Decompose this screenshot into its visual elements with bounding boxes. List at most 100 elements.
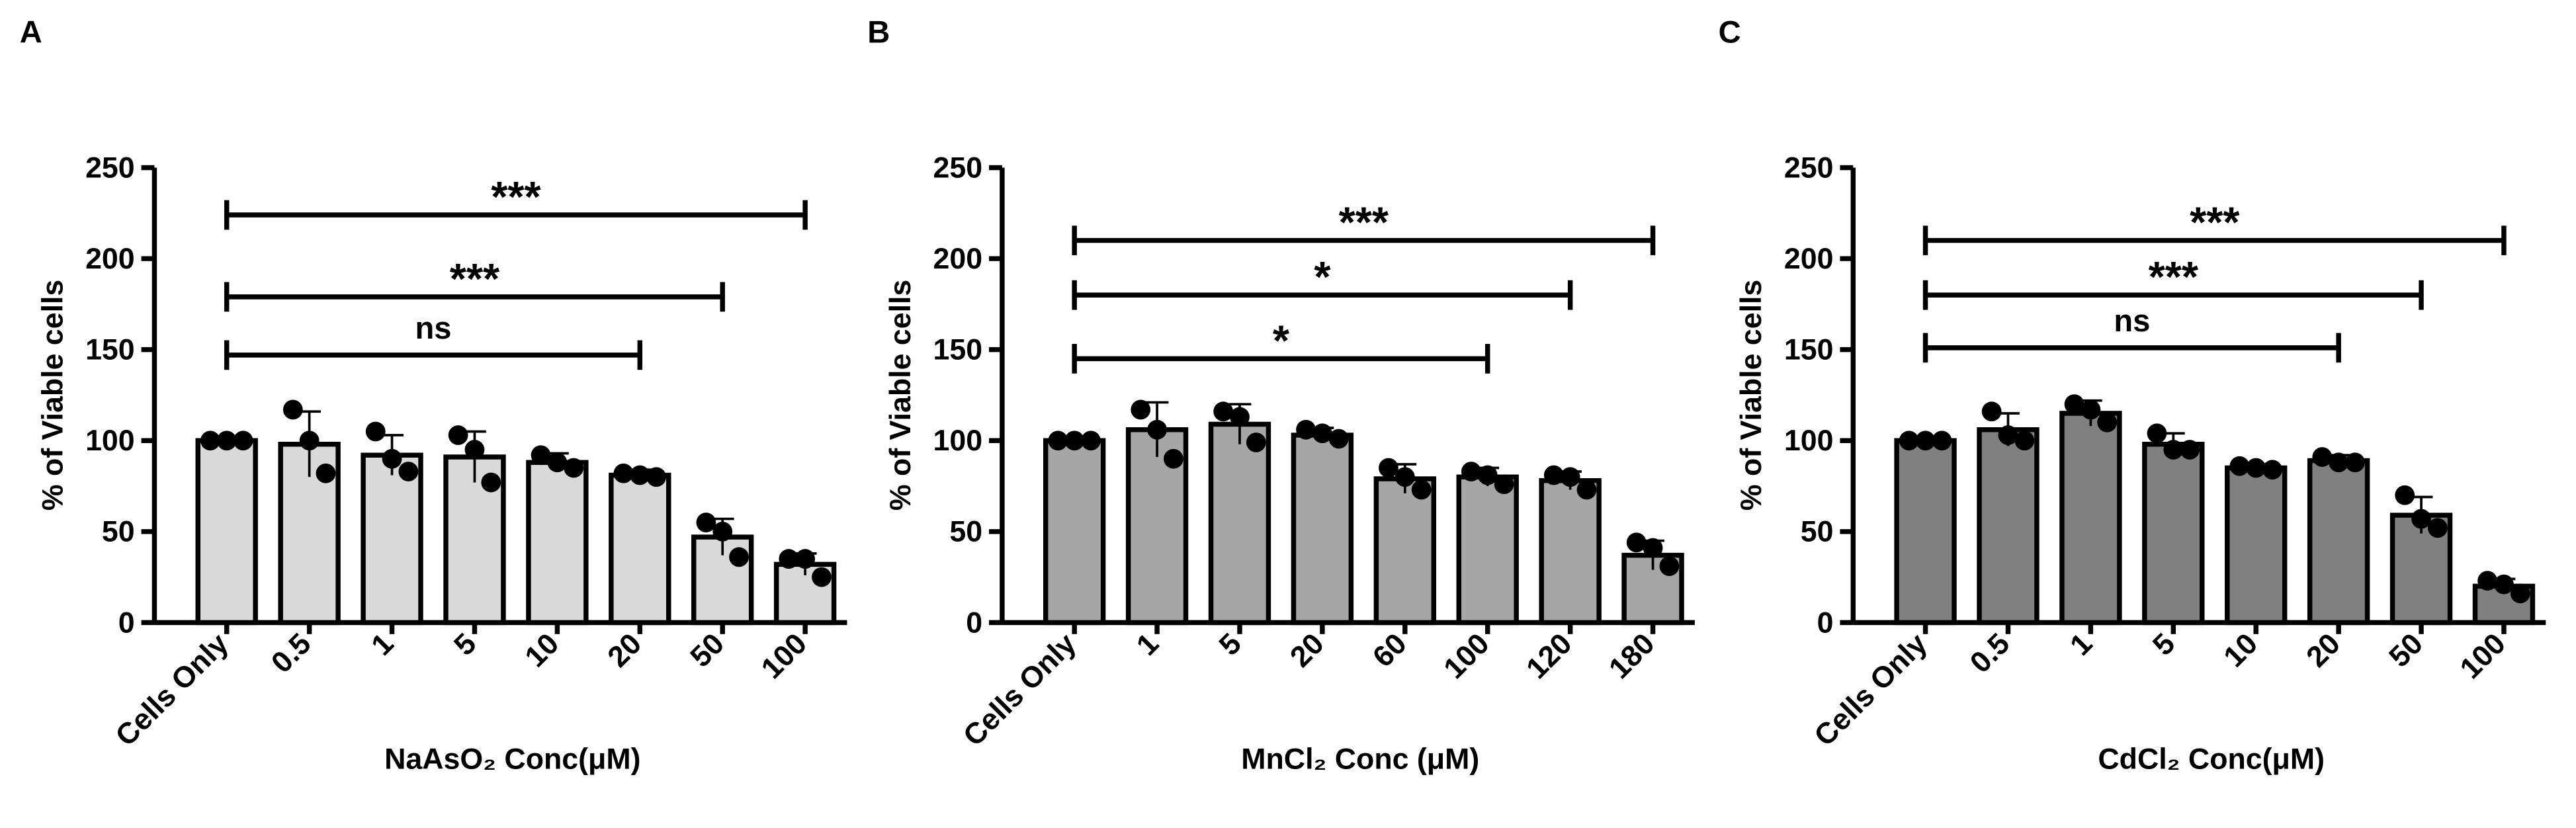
x-tick-label: 50 xyxy=(684,628,730,674)
data-point xyxy=(1328,429,1349,449)
bar xyxy=(609,472,671,626)
significance-label: ns xyxy=(415,310,451,345)
data-point xyxy=(1147,419,1167,440)
y-tick-label: 0 xyxy=(966,606,982,639)
x-tick-label: 20 xyxy=(2300,628,2346,674)
x-axis-label: CdCl₂ Conc(μM) xyxy=(2098,743,2325,775)
data-point xyxy=(1213,401,1234,422)
data-point xyxy=(299,431,320,451)
data-point xyxy=(1576,479,1597,500)
data-point xyxy=(1915,431,1936,451)
y-tick-label: 100 xyxy=(1784,425,1834,457)
y-tick-label: 200 xyxy=(85,243,135,275)
data-point xyxy=(1494,474,1514,495)
y-tick-label: 100 xyxy=(85,425,135,457)
y-tick-label: 150 xyxy=(1784,334,1834,366)
x-tick-label: 120 xyxy=(1520,628,1578,685)
data-point xyxy=(712,521,733,542)
data-point xyxy=(1981,401,2002,422)
data-point xyxy=(481,472,501,493)
data-point xyxy=(200,431,220,451)
bar xyxy=(1125,427,1189,626)
data-point xyxy=(382,448,402,469)
data-point xyxy=(1560,467,1580,487)
data-point xyxy=(1643,538,1663,558)
bar xyxy=(2142,442,2205,626)
data-point xyxy=(2097,412,2118,433)
y-tick-label: 50 xyxy=(102,516,135,548)
y-tick-label: 0 xyxy=(118,606,135,639)
x-tick-label: 5 xyxy=(2147,628,2181,662)
data-point xyxy=(1230,407,1250,427)
x-tick-label: 100 xyxy=(755,628,813,685)
panel-label: C xyxy=(1719,15,1741,50)
x-tick-label: 10 xyxy=(2217,628,2264,674)
data-point xyxy=(2081,399,2101,420)
data-point xyxy=(2395,485,2415,505)
bar xyxy=(1208,421,1271,626)
x-tick-label: 50 xyxy=(2383,628,2429,674)
x-tick-label: 1 xyxy=(2064,628,2098,662)
x-tick-label: 100 xyxy=(1438,628,1495,685)
data-point xyxy=(613,463,634,483)
data-point xyxy=(2064,394,2084,415)
panel-label: B xyxy=(867,15,890,50)
x-tick-label: 1 xyxy=(365,628,400,662)
data-point xyxy=(2014,431,2035,451)
data-point xyxy=(2329,452,2349,473)
data-point xyxy=(1395,467,1415,487)
bar xyxy=(1043,438,1106,626)
data-point xyxy=(547,452,568,473)
significance-label: *** xyxy=(2149,253,2199,301)
y-axis-label: % of Viable cells xyxy=(36,280,69,511)
data-point xyxy=(2147,423,2167,444)
x-tick-label: 20 xyxy=(602,628,648,674)
data-point xyxy=(1543,465,1564,485)
significance-label: * xyxy=(1273,317,1290,364)
data-point xyxy=(2246,458,2266,478)
bar xyxy=(2307,458,2370,626)
significance-label: *** xyxy=(2190,199,2240,247)
y-tick-label: 0 xyxy=(1817,606,1834,639)
data-point xyxy=(1477,465,1498,485)
data-point xyxy=(2345,452,2365,473)
y-tick-label: 250 xyxy=(933,151,983,184)
data-point xyxy=(1064,431,1085,451)
data-point xyxy=(564,458,584,478)
bar xyxy=(1456,474,1519,626)
data-point xyxy=(1411,479,1432,500)
x-tick-label: Cells Only xyxy=(957,627,1082,752)
x-tick-label: Cells Only xyxy=(1808,627,1933,752)
data-point xyxy=(1312,423,1332,444)
bar xyxy=(1291,433,1354,626)
significance-label: *** xyxy=(491,173,541,221)
data-point xyxy=(365,421,386,442)
data-point xyxy=(646,467,667,487)
y-tick-label: 250 xyxy=(1784,151,1834,184)
data-point xyxy=(1164,448,1183,469)
y-tick-label: 150 xyxy=(85,334,135,366)
significance-label: * xyxy=(1314,253,1331,301)
x-tick-label: 180 xyxy=(1603,628,1660,685)
bar xyxy=(2059,411,2122,626)
data-point xyxy=(316,463,336,483)
data-point xyxy=(282,399,303,420)
x-tick-label: 0.5 xyxy=(1964,628,2016,680)
data-point xyxy=(812,567,832,587)
significance-label: ns xyxy=(2114,303,2150,338)
x-tick-label: Cells Only xyxy=(110,627,235,752)
data-point xyxy=(1932,431,1952,451)
data-point xyxy=(448,425,468,445)
y-tick-label: 100 xyxy=(933,425,983,457)
data-point xyxy=(464,440,485,460)
data-point xyxy=(2510,583,2530,604)
x-tick-label: 60 xyxy=(1367,628,1413,674)
bar xyxy=(195,438,258,626)
data-point xyxy=(233,431,253,451)
x-tick-label: 0.5 xyxy=(265,628,318,680)
data-point xyxy=(1296,419,1316,440)
y-tick-label: 200 xyxy=(933,243,983,275)
data-point xyxy=(795,549,816,569)
data-point xyxy=(2427,518,2448,538)
